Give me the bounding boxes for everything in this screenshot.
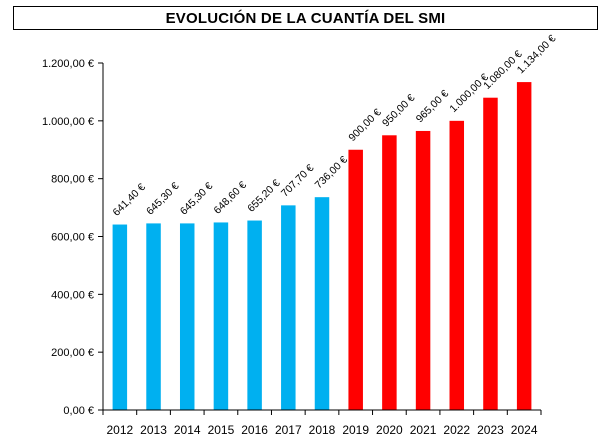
y-tick-label: 600,00 € [51,232,94,244]
bar-2021 [415,130,431,410]
value-label-2016: 655,20 € [245,177,282,214]
value-label-2017: 707,70 € [279,162,316,199]
bar-2017 [281,205,296,410]
value-label-2014: 645,30 € [178,180,215,217]
x-tick-label: 2018 [309,423,336,437]
value-label-2019: 900,00 € [346,106,383,143]
x-tick-label: 2013 [140,423,167,437]
x-tick-label: 2014 [174,423,201,437]
value-label-2012: 641,40 € [110,181,147,218]
value-label-2013: 645,30 € [144,180,181,217]
y-tick-label: 400,00 € [51,289,94,301]
x-tick-label: 2020 [376,423,403,437]
x-tick-label: 2024 [511,423,538,437]
bar-2023 [483,97,498,410]
bar-2024 [516,82,532,411]
value-label-2020: 950,00 € [380,92,417,129]
y-tick-label: 0,00 € [63,405,94,417]
x-axis: 2012 2013 2014 2015 2016 2017 2018 2019 2020 2021… [102,409,542,437]
y-tick-label: 800,00 € [51,174,94,186]
x-tick-label: 2012 [106,423,133,437]
x-tick-label: 2017 [275,423,302,437]
x-tick-label: 2022 [443,423,470,437]
y-axis: 0,00 € 200,00 € 400,00 € 600,00 € 800,00 € 1.… [42,58,104,417]
bar-2019 [348,149,363,410]
bar-2015 [213,222,229,410]
bar-2018 [314,197,330,410]
bar-2014 [179,223,195,410]
value-label-2021: 965,00 € [414,88,451,125]
x-tick-label: 2021 [410,423,437,437]
x-tick-label: 2016 [241,423,268,437]
x-tick-label: 2015 [208,423,235,437]
x-tick-label: 2019 [342,423,369,437]
bar-2022 [449,120,465,410]
x-tick-label: 2023 [477,423,504,437]
y-tick-label: 1.200,00 € [42,58,94,70]
value-label-2015: 648,60 € [212,179,249,216]
bar-2016 [247,220,262,410]
y-tick-label: 1.000,00 € [42,116,94,128]
chart-title-box: EVOLUCIÓN DE LA CUANTÍA DEL SMI [13,6,598,30]
bar-2013 [146,223,161,410]
value-label-2018: 736,00 € [313,154,350,191]
bar-2012 [112,224,128,410]
bar-2020 [382,135,397,410]
bars [112,82,532,411]
chart-title: EVOLUCIÓN DE LA CUANTÍA DEL SMI [165,9,446,27]
y-tick-label: 200,00 € [51,347,94,359]
